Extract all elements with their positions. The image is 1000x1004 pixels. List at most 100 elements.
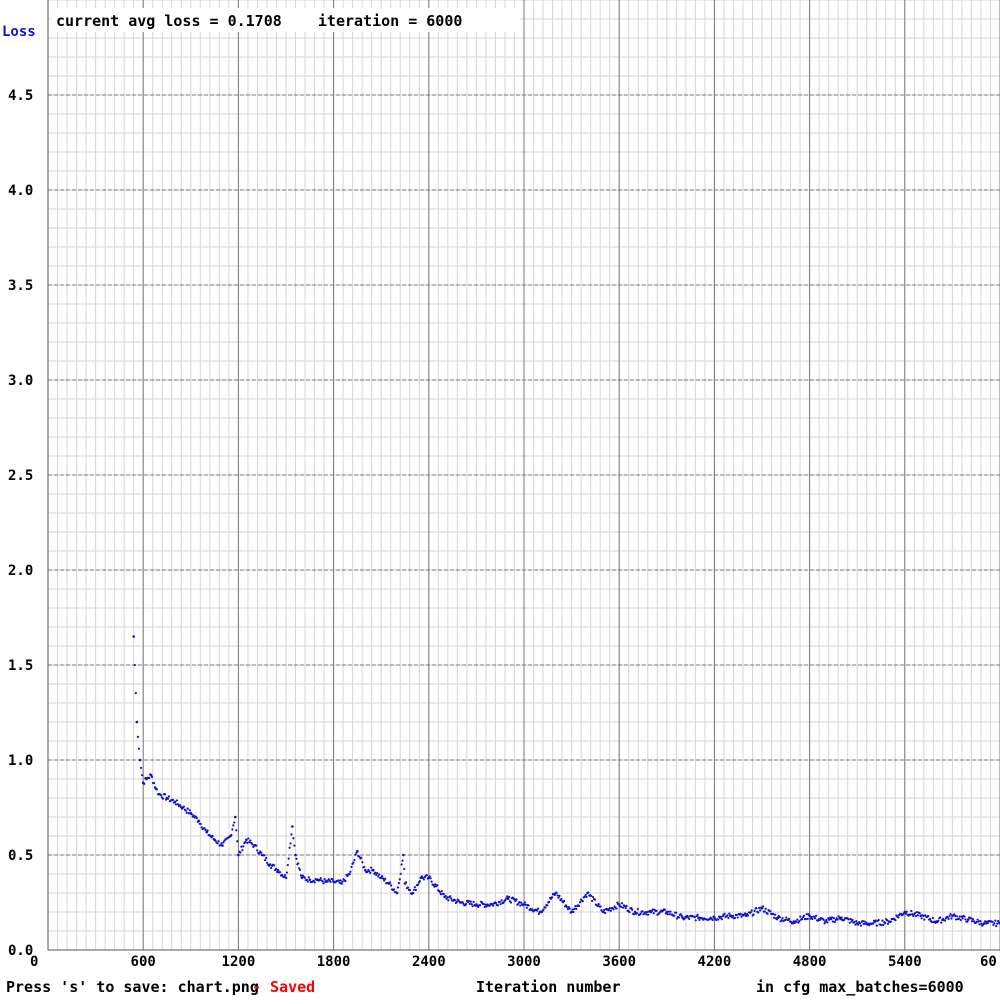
loss-point [733, 916, 737, 920]
loss-point [871, 922, 875, 925]
loss-point [408, 888, 412, 892]
loss-point [363, 865, 366, 868]
loss-point [943, 919, 947, 922]
loss-point [780, 919, 783, 922]
loss-point [187, 812, 190, 815]
loss-point [185, 811, 188, 814]
loss-point [983, 920, 987, 923]
loss-point [889, 920, 892, 923]
loss-point [265, 856, 268, 859]
loss-point [378, 873, 381, 876]
loss-point [599, 905, 602, 908]
loss-point [163, 793, 167, 796]
loss-point [204, 828, 207, 832]
loss-point [954, 914, 957, 917]
loss-point [155, 788, 159, 791]
loss-point [914, 914, 918, 918]
loss-point [289, 842, 292, 845]
loss-point [496, 904, 499, 907]
loss-point [472, 900, 475, 903]
loss-point [984, 922, 988, 925]
loss-point [847, 918, 850, 921]
loss-point [677, 916, 681, 919]
loss-point [483, 905, 486, 909]
status-text: current avg loss = 0.1708 iteration = 60… [56, 12, 462, 30]
loss-point [318, 878, 321, 882]
loss-point [832, 916, 835, 920]
loss-point [828, 918, 831, 921]
loss-point [356, 849, 359, 853]
loss-point [759, 909, 762, 912]
save-hint: Press 's' to save: chart.png [6, 978, 259, 996]
loss-point [982, 922, 986, 925]
loss-point [389, 881, 392, 884]
loss-point [505, 897, 508, 900]
loss-point [862, 922, 865, 926]
loss-point [550, 896, 554, 899]
loss-point [135, 720, 139, 724]
loss-point [801, 917, 804, 921]
loss-point [572, 910, 575, 914]
loss-point [641, 910, 644, 913]
loss-point [697, 916, 700, 919]
loss-point [406, 886, 410, 889]
loss-point [604, 911, 607, 915]
loss-point [633, 913, 636, 916]
loss-point [412, 888, 416, 891]
loss-point [739, 912, 742, 915]
loss-point [787, 917, 791, 920]
loss-point [992, 923, 995, 927]
loss-point [190, 813, 193, 816]
loss-point [462, 902, 465, 905]
loss-point [772, 912, 775, 915]
loss-point [506, 895, 509, 898]
loss-point [506, 897, 510, 900]
loss-point [804, 918, 807, 921]
loss-point [761, 905, 765, 908]
loss-point [652, 912, 655, 915]
loss-point [230, 833, 233, 837]
loss-point [382, 877, 385, 880]
loss-point [635, 912, 639, 915]
loss-point [178, 803, 181, 807]
loss-point [222, 841, 225, 844]
loss-point [247, 837, 250, 840]
loss-point [150, 775, 154, 779]
loss-point [570, 910, 573, 914]
loss-point [312, 879, 315, 882]
loss-point [264, 859, 267, 862]
loss-point [206, 829, 209, 832]
loss-point [583, 895, 586, 898]
loss-point [290, 833, 293, 836]
loss-point [374, 871, 377, 874]
loss-series [132, 635, 1000, 928]
loss-point [376, 872, 379, 875]
loss-point [826, 921, 829, 924]
loss-point [612, 908, 615, 911]
loss-point [757, 911, 760, 914]
loss-point [655, 909, 658, 912]
loss-point [717, 918, 720, 921]
loss-point [624, 907, 627, 910]
loss-point [836, 918, 839, 921]
loss-point [514, 899, 517, 903]
loss-point [236, 840, 239, 843]
loss-point [823, 922, 826, 925]
loss-point [736, 916, 739, 919]
loss-point [341, 880, 344, 883]
loss-point [283, 874, 287, 877]
loss-point [398, 878, 401, 881]
loss-point [349, 870, 352, 873]
loss-point [840, 916, 843, 919]
loss-point [358, 855, 361, 858]
loss-point [950, 917, 953, 920]
loss-point [557, 896, 560, 899]
loss-point [675, 911, 678, 914]
loss-point [859, 924, 863, 927]
loss-point [249, 839, 252, 842]
loss-point [488, 904, 491, 907]
loss-point [507, 895, 511, 899]
loss-point [853, 920, 856, 924]
loss-point [137, 747, 141, 750]
